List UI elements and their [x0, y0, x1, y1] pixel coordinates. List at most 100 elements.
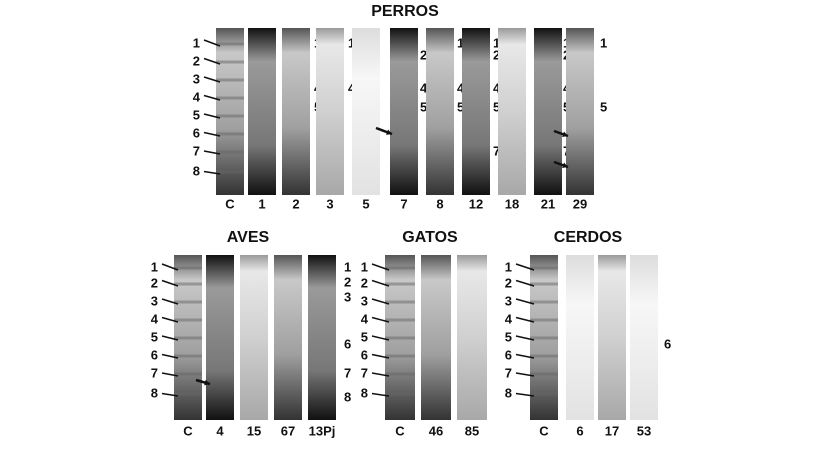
ladder-band: [385, 282, 415, 286]
marker-label: 7: [193, 143, 200, 158]
marker-line: [371, 316, 390, 323]
band-label: 4: [420, 80, 428, 95]
marker-line: [161, 279, 179, 287]
band-label: 1: [600, 35, 607, 50]
marker-line: [161, 335, 179, 341]
ladder-band: [216, 150, 244, 154]
marker-label: 3: [361, 293, 368, 308]
marker-line: [515, 298, 535, 305]
ladder-band: [216, 78, 244, 82]
band-label: 3: [344, 289, 351, 304]
marker-label: 8: [193, 163, 200, 178]
ladder-band: [385, 336, 415, 340]
lane-label: C: [539, 423, 549, 438]
band-label: 1: [493, 35, 500, 50]
marker-label: 2: [193, 53, 200, 68]
marker-line: [371, 372, 390, 377]
marker-line: [515, 335, 535, 341]
lane-label: 4: [216, 423, 224, 438]
marker-line: [161, 353, 179, 359]
marker-label: 1: [505, 259, 512, 274]
marker-line: [371, 279, 390, 287]
marker-line: [161, 316, 179, 323]
marker-label: 7: [151, 365, 158, 380]
ladder-band: [530, 354, 558, 358]
panel-title: PERROS: [371, 3, 439, 20]
ladder-band: [216, 42, 244, 46]
marker-line: [161, 372, 179, 377]
band-label: 4: [493, 80, 501, 95]
marker-label: 2: [151, 275, 158, 290]
gel-lane: [216, 28, 244, 195]
marker-label: 2: [361, 275, 368, 290]
gel-lane: [534, 28, 562, 195]
ladder-band: [174, 300, 202, 304]
marker-label: 1: [151, 259, 158, 274]
ladder-band: [174, 372, 202, 376]
ladder-band: [530, 392, 558, 396]
gel-lane: [248, 28, 276, 195]
gel-lane: [390, 28, 418, 195]
marker-line: [203, 94, 221, 101]
ladder-band: [385, 372, 415, 376]
lane-label: 17: [605, 423, 619, 438]
gel-lane: [630, 255, 658, 420]
marker-label: 4: [151, 311, 159, 326]
marker-line: [203, 150, 221, 155]
marker-label: 4: [193, 89, 201, 104]
arrow-head: [386, 129, 392, 135]
marker-label: 4: [361, 311, 369, 326]
marker-line: [203, 113, 221, 119]
marker-line: [515, 263, 535, 271]
gel-lane: [206, 255, 234, 420]
marker-line: [515, 316, 535, 323]
ladder-band: [530, 266, 558, 270]
marker-label: 6: [151, 347, 158, 362]
marker-line: [203, 131, 221, 137]
band-label: 2: [420, 47, 427, 62]
ladder-band: [216, 114, 244, 118]
lane-label: 3: [326, 196, 333, 211]
marker-line: [161, 392, 179, 397]
lane-label: 7: [400, 196, 407, 211]
ladder-band: [174, 392, 202, 396]
lane-label: 6: [576, 423, 583, 438]
marker-label: 6: [193, 125, 200, 140]
lane-label: 12: [469, 196, 483, 211]
ladder-band: [530, 318, 558, 322]
gel-lane: [566, 28, 594, 195]
marker-label: 5: [193, 107, 200, 122]
marker-line: [161, 263, 179, 271]
lane-label: 29: [573, 196, 587, 211]
marker-label: 2: [505, 275, 512, 290]
marker-line: [203, 39, 221, 47]
arrow-head: [204, 379, 210, 386]
ladder-band: [174, 266, 202, 270]
marker-line: [371, 392, 390, 397]
band-label: 1: [457, 35, 464, 50]
ladder-band: [216, 132, 244, 136]
ladder-band: [385, 354, 415, 358]
lane-label: C: [395, 423, 405, 438]
ladder-band: [174, 336, 202, 340]
gel-lane: [274, 255, 302, 420]
marker-label: 6: [505, 347, 512, 362]
marker-line: [371, 298, 390, 305]
marker-label: 5: [505, 329, 512, 344]
marker-label: 3: [193, 71, 200, 86]
gel-lane: [421, 255, 451, 420]
lane-label: 85: [465, 423, 479, 438]
gel-lane: [426, 28, 454, 195]
lane-label: 8: [436, 196, 443, 211]
marker-label: 7: [505, 365, 512, 380]
band-label: 7: [493, 143, 500, 158]
band-label: 1: [348, 35, 355, 50]
band-label: 2: [344, 274, 351, 289]
ladder-band: [530, 300, 558, 304]
band-label: 5: [600, 99, 607, 114]
band-label: 4: [457, 80, 465, 95]
marker-line: [203, 170, 221, 175]
marker-line: [515, 279, 535, 287]
band-label: 2: [493, 47, 500, 62]
